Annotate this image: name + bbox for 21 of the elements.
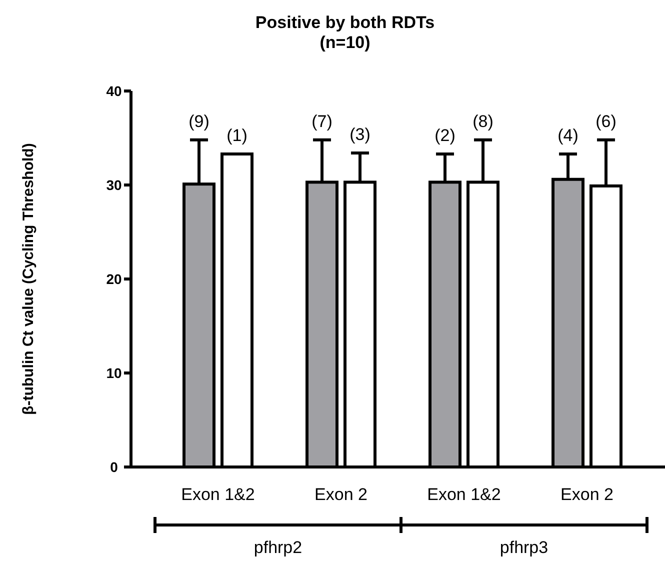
annotation: (1) [226, 126, 248, 145]
annotation: (7) [312, 112, 332, 131]
y-axis-title: β-tubulin Ct value (Cycling Threshold) [20, 143, 37, 415]
annotation: (4) [558, 126, 578, 145]
text: pfhrp3 [500, 538, 548, 557]
annotation: (9) [188, 112, 210, 131]
x-tick-label: Exon 2 [314, 485, 368, 504]
y-tick-label: 40 [106, 83, 122, 99]
annotation: (2) [434, 126, 456, 145]
text: pfhrp2 [254, 538, 302, 557]
y-tick-label: 10 [106, 365, 122, 381]
chart-title: Positive by both RDTs (n=10) [255, 13, 435, 52]
y-tick-label: 30 [106, 177, 122, 193]
x-tick-label: Exon 1&2 [181, 485, 255, 504]
y-tick-label: 20 [106, 271, 122, 287]
annotation: (8) [472, 112, 494, 131]
x-tick-label: Exon 2 [560, 485, 614, 504]
annotation: (3) [350, 125, 370, 144]
x-tick-label: Exon 1&2 [427, 485, 501, 504]
y-tick-label: 0 [110, 459, 118, 475]
annotation: (6) [596, 112, 616, 131]
